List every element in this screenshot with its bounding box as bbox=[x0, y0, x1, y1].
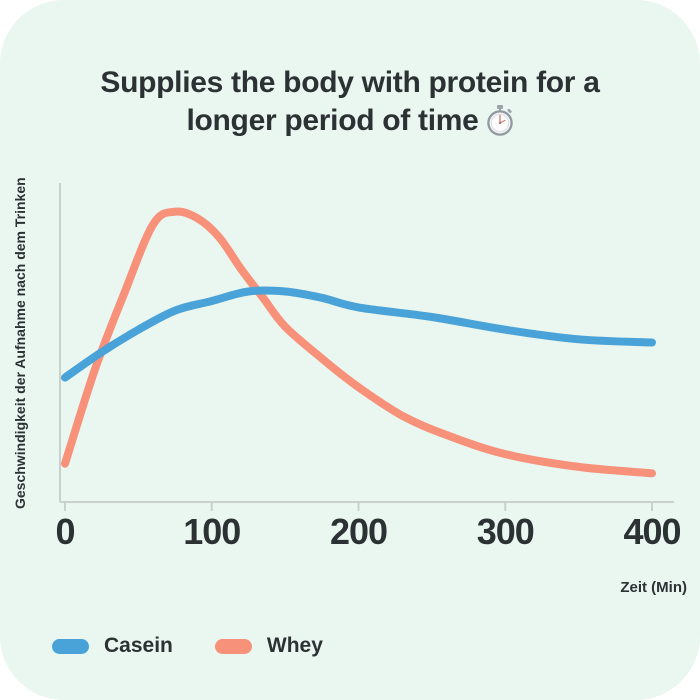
chart-title: Supplies the body with protein for a lon… bbox=[0, 64, 700, 147]
legend-item-whey: Whey bbox=[214, 634, 323, 658]
x-axis-tick-labels: 0 100 200 300 400 bbox=[0, 511, 700, 557]
chart-title-line2-text: longer period of time bbox=[186, 104, 479, 137]
line-chart bbox=[59, 183, 674, 511]
whey-swatch bbox=[214, 638, 252, 654]
chart-title-line2: longer period of time bbox=[0, 102, 700, 147]
x-tick-label: 400 bbox=[623, 511, 681, 552]
stopwatch-icon bbox=[486, 105, 514, 147]
x-tick-label: 100 bbox=[183, 511, 241, 552]
x-tick-label: 200 bbox=[329, 511, 388, 552]
legend-item-casein: Casein bbox=[52, 634, 173, 658]
casein-line bbox=[61, 286, 656, 382]
x-tick-label: 0 bbox=[55, 511, 75, 552]
casein-swatch bbox=[52, 638, 89, 654]
x-axis-title: Zeit (Min) bbox=[620, 579, 687, 596]
chart-title-line1: Supplies the body with protein for a bbox=[100, 66, 600, 99]
casein-label: Casein bbox=[104, 634, 173, 657]
legend: Casein Whey bbox=[52, 634, 323, 658]
whey-line bbox=[61, 207, 656, 478]
whey-label: Whey bbox=[266, 634, 323, 657]
x-tick-label: 300 bbox=[476, 511, 535, 552]
